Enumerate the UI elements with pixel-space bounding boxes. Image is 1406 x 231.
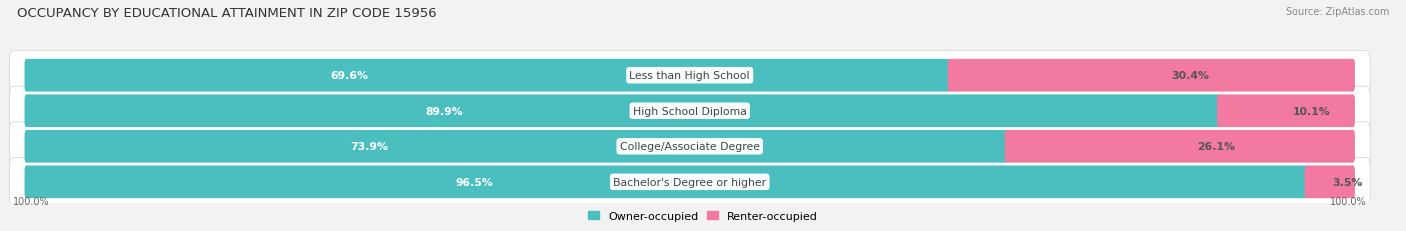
FancyBboxPatch shape <box>24 60 952 92</box>
FancyBboxPatch shape <box>1305 166 1355 198</box>
FancyBboxPatch shape <box>948 60 1355 92</box>
Text: 96.5%: 96.5% <box>456 177 494 187</box>
FancyBboxPatch shape <box>24 166 1309 198</box>
Text: Less than High School: Less than High School <box>630 71 749 81</box>
Text: 69.6%: 69.6% <box>330 71 368 81</box>
FancyBboxPatch shape <box>1005 130 1355 163</box>
Text: Source: ZipAtlas.com: Source: ZipAtlas.com <box>1285 7 1389 17</box>
Legend: Owner-occupied, Renter-occupied: Owner-occupied, Renter-occupied <box>583 207 823 225</box>
Text: 73.9%: 73.9% <box>350 142 388 152</box>
Text: 100.0%: 100.0% <box>13 197 49 207</box>
Text: 100.0%: 100.0% <box>1330 197 1367 207</box>
Text: 89.9%: 89.9% <box>425 106 463 116</box>
FancyBboxPatch shape <box>10 122 1371 171</box>
Text: Bachelor's Degree or higher: Bachelor's Degree or higher <box>613 177 766 187</box>
Text: High School Diploma: High School Diploma <box>633 106 747 116</box>
Text: College/Associate Degree: College/Associate Degree <box>620 142 759 152</box>
FancyBboxPatch shape <box>24 130 1008 163</box>
FancyBboxPatch shape <box>10 52 1371 100</box>
Text: 10.1%: 10.1% <box>1292 106 1330 116</box>
Text: 3.5%: 3.5% <box>1331 177 1362 187</box>
Text: 26.1%: 26.1% <box>1197 142 1234 152</box>
Text: OCCUPANCY BY EDUCATIONAL ATTAINMENT IN ZIP CODE 15956: OCCUPANCY BY EDUCATIONAL ATTAINMENT IN Z… <box>17 7 436 20</box>
FancyBboxPatch shape <box>24 95 1220 128</box>
Text: 30.4%: 30.4% <box>1171 71 1209 81</box>
FancyBboxPatch shape <box>10 158 1371 207</box>
FancyBboxPatch shape <box>1218 95 1355 128</box>
FancyBboxPatch shape <box>10 87 1371 136</box>
